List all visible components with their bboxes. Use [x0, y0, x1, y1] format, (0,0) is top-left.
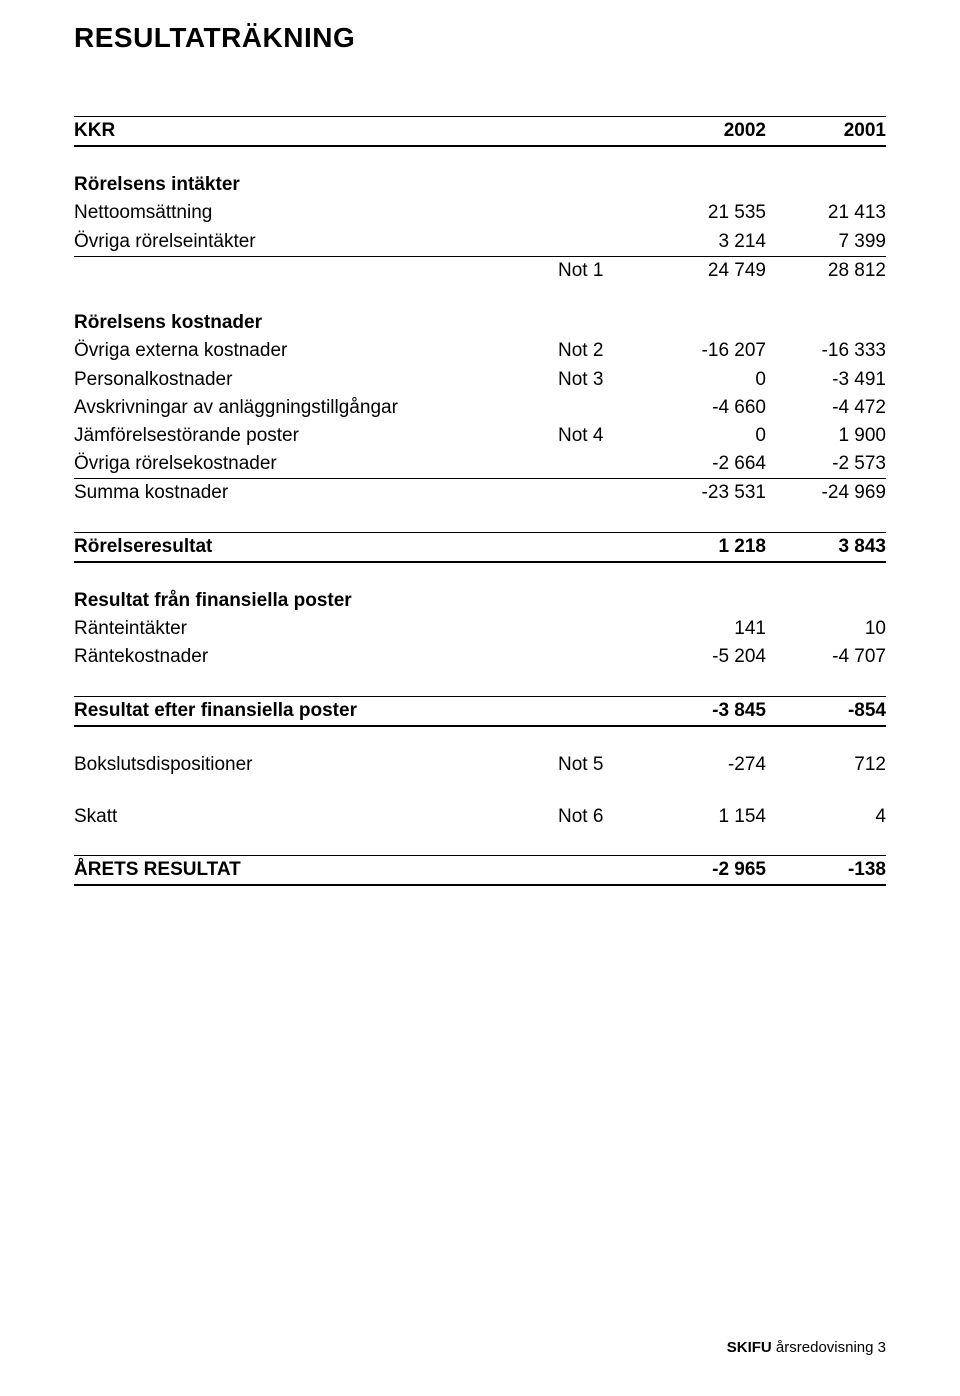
- row-val-1: 0: [646, 366, 766, 394]
- row-val-2: 28 812: [766, 257, 886, 285]
- row-val-2: 1 900: [766, 422, 886, 450]
- row-note: [558, 450, 646, 478]
- row-val-1: -274: [646, 751, 766, 779]
- section-heading-row: Resultat från finansiella poster: [74, 587, 886, 615]
- row-note: [558, 228, 646, 256]
- row-label: Avskrivningar av anläggningstillgångar: [74, 394, 558, 422]
- row-val-2: 3 843: [766, 533, 886, 561]
- row-label: Räntekostnader: [74, 643, 558, 671]
- section-heading: Rörelsens kostnader: [74, 309, 886, 337]
- row-label: [74, 257, 558, 285]
- table-row: Avskrivningar av anläggningstillgångar -…: [74, 394, 886, 422]
- row-note: Not 3: [558, 366, 646, 394]
- table-row: Övriga rörelseintäkter 3 214 7 399: [74, 228, 886, 256]
- table-header-row: KKR 2002 2001: [74, 117, 886, 145]
- row-val-1: -2 664: [646, 450, 766, 478]
- row-label: Övriga externa kostnader: [74, 337, 558, 365]
- row-label: Övriga rörelsekostnader: [74, 450, 558, 478]
- row-val-1: 0: [646, 422, 766, 450]
- col-kkr: KKR: [74, 117, 558, 145]
- col-year-2: 2001: [766, 117, 886, 145]
- section-heading: Rörelsens intäkter: [74, 171, 886, 199]
- row-val-1: 1 218: [646, 533, 766, 561]
- net-result-row: ÅRETS RESULTAT -2 965 -138: [74, 856, 886, 884]
- row-note: [558, 479, 646, 507]
- row-label: Bokslutsdispositioner: [74, 751, 558, 779]
- row-val-2: -4 707: [766, 643, 886, 671]
- row-note: Not 6: [558, 803, 646, 831]
- table-row: Räntekostnader -5 204 -4 707: [74, 643, 886, 671]
- income-statement-table: KKR 2002 2001 Rörelsens intäkter Nettoom…: [74, 116, 886, 886]
- row-label: Rörelseresultat: [74, 533, 558, 561]
- page-footer: SKIFU årsredovisning 3: [727, 1339, 886, 1356]
- row-val-1: 141: [646, 615, 766, 643]
- row-val-2: 4: [766, 803, 886, 831]
- row-note: Not 4: [558, 422, 646, 450]
- row-val-2: 21 413: [766, 199, 886, 227]
- section-heading-row: Rörelsens kostnader: [74, 309, 886, 337]
- row-val-1: -5 204: [646, 643, 766, 671]
- operating-result-row: Rörelseresultat 1 218 3 843: [74, 533, 886, 561]
- row-val-1: 3 214: [646, 228, 766, 256]
- footer-brand: SKIFU: [727, 1339, 772, 1356]
- subtotal-row: Summa kostnader -23 531 -24 969: [74, 479, 886, 507]
- row-val-1: 1 154: [646, 803, 766, 831]
- row-val-2: -24 969: [766, 479, 886, 507]
- row-label: Skatt: [74, 803, 558, 831]
- row-val-1: -3 845: [646, 697, 766, 725]
- row-note: Not 5: [558, 751, 646, 779]
- page: RESULTATRÄKNING KKR 2002 2001 Rörelsens …: [0, 0, 960, 1396]
- section-heading-row: Rörelsens intäkter: [74, 171, 886, 199]
- table-row: Personalkostnader Not 3 0 -3 491: [74, 366, 886, 394]
- table-row: Jämförelsestörande poster Not 4 0 1 900: [74, 422, 886, 450]
- row-note: Not 2: [558, 337, 646, 365]
- row-note: Not 1: [558, 257, 646, 285]
- row-note: [558, 394, 646, 422]
- page-title: RESULTATRÄKNING: [74, 22, 886, 54]
- row-val-1: -23 531: [646, 479, 766, 507]
- row-label: Summa kostnader: [74, 479, 558, 507]
- section-heading: Resultat från finansiella poster: [74, 587, 886, 615]
- row-label: ÅRETS RESULTAT: [74, 856, 558, 884]
- table-row: Övriga rörelsekostnader -2 664 -2 573: [74, 450, 886, 478]
- row-val-2: 10: [766, 615, 886, 643]
- footer-text: årsredovisning 3: [772, 1339, 886, 1356]
- row-val-2: -3 491: [766, 366, 886, 394]
- row-note: [558, 199, 646, 227]
- table-row: Ränteintäkter 141 10: [74, 615, 886, 643]
- table-row: Skatt Not 6 1 154 4: [74, 803, 886, 831]
- row-val-1: -2 965: [646, 856, 766, 884]
- row-val-2: 712: [766, 751, 886, 779]
- col-year-1: 2002: [646, 117, 766, 145]
- row-val-1: -16 207: [646, 337, 766, 365]
- row-val-1: 21 535: [646, 199, 766, 227]
- row-val-2: 7 399: [766, 228, 886, 256]
- row-val-1: 24 749: [646, 257, 766, 285]
- row-label: Personalkostnader: [74, 366, 558, 394]
- row-val-1: -4 660: [646, 394, 766, 422]
- row-label: Nettoomsättning: [74, 199, 558, 227]
- rule: [74, 884, 886, 886]
- row-val-2: -16 333: [766, 337, 886, 365]
- row-val-2: -138: [766, 856, 886, 884]
- row-val-2: -4 472: [766, 394, 886, 422]
- row-label: Övriga rörelseintäkter: [74, 228, 558, 256]
- table-row: Övriga externa kostnader Not 2 -16 207 -…: [74, 337, 886, 365]
- row-label: Jämförelsestörande poster: [74, 422, 558, 450]
- row-val-2: -2 573: [766, 450, 886, 478]
- table-row: Nettoomsättning 21 535 21 413: [74, 199, 886, 227]
- result-after-fin-row: Resultat efter finansiella poster -3 845…: [74, 697, 886, 725]
- row-label: Ränteintäkter: [74, 615, 558, 643]
- row-label: Resultat efter finansiella poster: [74, 697, 558, 725]
- row-val-2: -854: [766, 697, 886, 725]
- subtotal-row: Not 1 24 749 28 812: [74, 257, 886, 285]
- table-row: Bokslutsdispositioner Not 5 -274 712: [74, 751, 886, 779]
